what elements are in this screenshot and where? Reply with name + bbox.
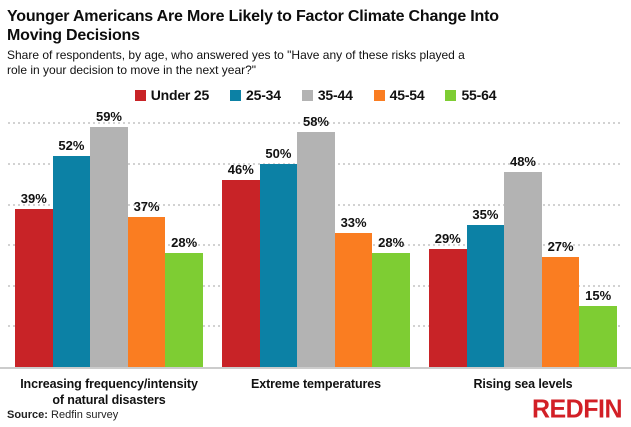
legend-label: 55-64 <box>461 87 497 103</box>
legend-swatch <box>230 89 242 101</box>
bar-column: 29% <box>429 231 467 367</box>
bar-column: 50% <box>259 146 298 367</box>
legend-item: 55-64 <box>445 87 496 103</box>
bar-column: 28% <box>165 235 203 367</box>
bar-column: 48% <box>504 154 542 367</box>
legend-swatch <box>301 89 313 101</box>
bar-value-label: 46% <box>227 162 254 178</box>
bar-value-label: 50% <box>265 146 292 161</box>
legend-swatch <box>445 89 457 101</box>
bar-value-label: 33% <box>340 215 367 231</box>
category-label: Rising sea levels <box>473 377 573 391</box>
bar-value-label: 58% <box>302 113 329 129</box>
bar <box>127 216 166 367</box>
bar-value-label: 29% <box>434 231 461 247</box>
legend-label: 25-34 <box>246 87 281 103</box>
bar-value-label: 27% <box>547 239 574 255</box>
legend-label: Under 25 <box>150 87 210 103</box>
source-text: Redfin survey <box>47 409 119 421</box>
bar-column: 28% <box>372 235 410 367</box>
source-label: Source: <box>7 409 48 421</box>
legend-item: 25-34 <box>230 87 281 103</box>
bar-value-label: 28% <box>378 235 405 251</box>
x-axis-labels: Increasing frequency/intensity of natura… <box>0 376 631 408</box>
category-label: Increasing frequency/intensity of natura… <box>20 377 198 407</box>
bar-value-label: 37% <box>133 198 160 214</box>
bar-column: 37% <box>127 198 166 367</box>
bar <box>222 180 260 367</box>
bar <box>372 253 410 367</box>
bar-value-label: 59% <box>95 109 122 125</box>
legend-swatch <box>134 89 146 101</box>
bar <box>541 257 580 367</box>
bar <box>52 155 91 367</box>
gridline <box>8 122 623 125</box>
bar <box>15 208 53 367</box>
legend-label: 45-54 <box>389 87 425 103</box>
bar-column: 52% <box>52 137 91 367</box>
bar-column: 35% <box>466 206 505 367</box>
bar-value-label: 15% <box>585 288 612 304</box>
chart-footer: Source: Redfin survey REDFIN <box>7 394 623 425</box>
bar <box>504 172 542 367</box>
bar <box>429 249 467 367</box>
chart-header: Younger Americans Are More Likely to Fac… <box>0 0 631 78</box>
legend-item: Under 25 <box>134 87 210 103</box>
chart-title: Younger Americans Are More Likely to Fac… <box>7 8 499 44</box>
bar <box>90 127 128 367</box>
legend-swatch <box>373 89 385 101</box>
legend-label: 35-44 <box>317 87 353 103</box>
bar-value-label: 28% <box>171 235 198 251</box>
bar-column: 27% <box>541 239 580 367</box>
bar-column: 33% <box>334 215 373 367</box>
bar <box>165 253 203 367</box>
bar <box>466 224 505 367</box>
bar-value-label: 48% <box>509 154 536 170</box>
bar-groups: 39% 52% 59% 37% 28% 46% 50% 58% 33% 28% 29% 35% 48% 2… <box>0 109 631 367</box>
chart-subtitle: Share of respondents, by age, who answer… <box>7 48 465 77</box>
bar-group: 46% 50% 58% 33% 28% <box>222 114 410 367</box>
bar <box>297 131 335 367</box>
bar-value-label: 39% <box>20 190 47 206</box>
bar-value-label: 35% <box>472 206 499 222</box>
bar-group: 29% 35% 48% 27% 15% <box>429 154 617 367</box>
bar-column: 58% <box>297 114 335 367</box>
bar-column: 15% <box>579 288 617 367</box>
chart-legend: Under 25 25-34 35-44 45-54 55-64 <box>0 86 631 104</box>
bar <box>579 306 617 367</box>
category-label: Extreme temperatures <box>250 377 381 391</box>
bar-column: 46% <box>222 162 260 367</box>
bar-value-label: 52% <box>58 137 85 153</box>
bar <box>334 233 373 367</box>
bar-column: 39% <box>15 191 53 367</box>
legend-item: 45-54 <box>373 87 425 103</box>
bar-column: 59% <box>90 109 128 367</box>
bar-group: 39% 52% 59% 37% 28% <box>15 109 203 367</box>
bar <box>259 164 298 367</box>
bar-chart: 39% 52% 59% 37% 28% 46% 50% 58% 33% 28% 29% 35% 48% 2… <box>0 109 631 369</box>
redfin-logo: REDFIN <box>531 394 623 424</box>
legend-item: 35-44 <box>301 87 353 103</box>
source-note: Source: Redfin survey <box>7 409 118 425</box>
